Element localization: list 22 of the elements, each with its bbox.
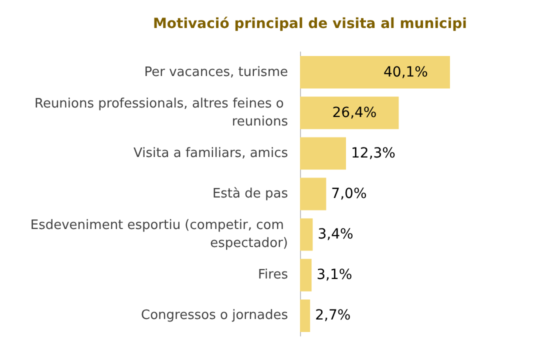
bar — [300, 56, 450, 89]
y-tick-label: Reunions professionals, altres feines o reunions — [34, 96, 288, 130]
y-tick-label: Està de pas — [212, 186, 288, 202]
data-label: 12,3% — [351, 145, 396, 162]
y-tick-label: Per vacances, turisme — [144, 64, 288, 80]
bar — [300, 218, 313, 251]
y-tick-label: Visita a familiars, amics — [134, 146, 288, 161]
chart-title: Motivació principal de visita al municipi — [153, 16, 467, 32]
data-label: 3,4% — [318, 226, 354, 243]
bar — [300, 96, 399, 130]
y-tick-label: Fires — [258, 268, 288, 283]
bar — [300, 137, 346, 170]
data-label: 7,0% — [331, 186, 367, 202]
y-tick-label: Congressos o jornades — [141, 308, 288, 324]
bar — [300, 258, 312, 292]
data-label: 3,1% — [316, 267, 352, 284]
data-label: 2,7% — [315, 308, 351, 324]
data-label: 26,4% — [332, 104, 377, 121]
bar — [300, 299, 310, 332]
bar — [300, 178, 326, 210]
y-tick-label: Esdeveniment esportiu (competir, com espectador) — [30, 218, 288, 252]
data-label: 40,1% — [384, 64, 428, 80]
